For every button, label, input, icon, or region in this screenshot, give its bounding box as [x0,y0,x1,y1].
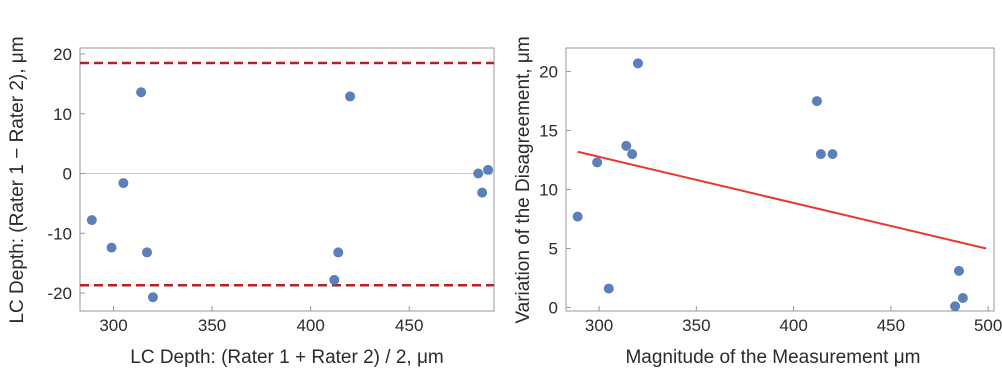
left-plot-frame [79,47,495,312]
left-y-tick-label: 10 [53,105,72,124]
right-y-tick-label: 20 [539,63,558,82]
variation-chart: 300 350 400 450 500 0 5 10 15 20 Magnitude of th… [513,36,1002,368]
left-y-tick-label: -10 [47,224,72,243]
data-point [953,265,964,276]
data-point [603,283,614,294]
data-point [957,293,968,304]
data-point [632,58,643,69]
trend-line [577,150,987,250]
right-y-tick-label: 10 [539,181,558,200]
left-data-points [86,87,494,303]
left-y-tick-label: 0 [63,165,72,184]
left-reference-lines [80,61,494,287]
left-y-tick-label: -20 [47,284,72,303]
left-y-axis-label: LC Depth: (Rater 1 − Rater 2), μm [7,36,28,323]
left-x-tick-label: 450 [395,316,423,335]
data-point [136,87,147,98]
data-point [621,140,632,151]
data-point [827,149,838,160]
right-y-tick-label: 5 [549,239,558,258]
right-y-ticks: 0 5 10 15 20 [539,63,571,317]
data-point [329,274,340,285]
right-x-tick-label: 300 [585,316,613,335]
right-y-tick-label: 15 [539,122,558,141]
data-point [627,149,638,160]
right-x-tick-label: 350 [682,316,710,335]
left-x-axis-label: LC Depth: (Rater 1 + Rater 2) / 2, μm [130,347,443,368]
data-point [142,247,153,258]
data-point [815,149,826,160]
data-point [106,242,117,253]
data-point [811,96,822,107]
right-y-axis-label: Variation of the Disagreement, μm [513,36,534,323]
data-point [950,301,961,312]
data-point [483,164,494,175]
left-y-tick-label: 20 [53,45,72,64]
data-point [592,157,603,168]
bland-altman-chart: 300 350 400 450 -20 -10 0 10 20 LC Depth: (Rate… [7,36,495,368]
right-plot-frame [565,47,995,312]
data-point [345,91,356,102]
data-point [572,211,583,222]
data-point [477,187,488,198]
data-point [333,247,344,258]
right-y-tick-label: 0 [549,298,558,317]
right-fit-line-group [577,150,987,250]
right-x-tick-label: 500 [974,316,1002,335]
data-point [147,292,158,303]
left-x-ticks: 300 350 400 450 [99,306,423,335]
left-x-tick-label: 400 [296,316,324,335]
data-point [118,178,129,189]
right-x-tick-label: 400 [779,316,807,335]
right-x-axis-label: Magnitude of the Measurement μm [625,347,920,368]
right-data-points [572,58,968,312]
left-x-tick-label: 350 [198,316,226,335]
data-point [86,215,97,226]
right-x-ticks: 300 350 400 450 500 [585,306,1002,335]
data-point [473,168,484,179]
left-x-tick-label: 300 [99,316,127,335]
right-x-tick-label: 450 [877,316,905,335]
left-y-ticks: -20 -10 0 10 20 [47,45,85,303]
